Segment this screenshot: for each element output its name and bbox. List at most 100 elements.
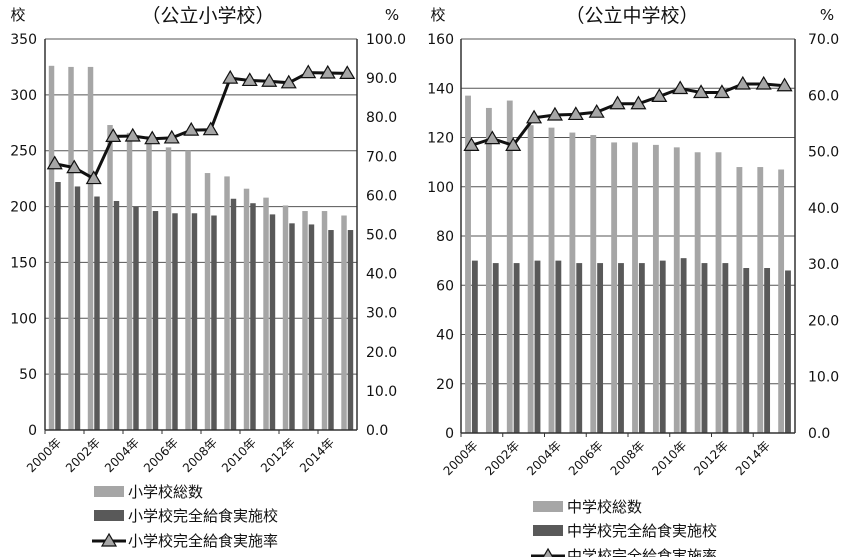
legend-label-total: 小学校総数 <box>128 483 203 501</box>
implementing-bar <box>269 214 276 430</box>
implementing-bar <box>680 258 687 433</box>
rate-marker <box>144 130 161 145</box>
rate-marker <box>280 74 297 89</box>
total-bar <box>652 144 659 433</box>
total-bar <box>87 66 94 430</box>
y2-tick-label: 40.0 <box>808 201 839 217</box>
implementing-bar <box>492 263 499 433</box>
rate-marker <box>66 159 83 174</box>
y2-tick-label: 50.0 <box>366 228 397 244</box>
total-bar <box>263 197 269 430</box>
total-bar <box>126 132 133 430</box>
y2-tick-label: 0.0 <box>808 426 830 442</box>
rate-marker <box>546 106 563 121</box>
total-bar <box>527 125 534 433</box>
total-bar <box>506 100 513 433</box>
legend-label-rate: 小学校完全給食実施率 <box>128 532 278 550</box>
implementing-bar <box>308 224 315 430</box>
y2-tick-label: 60.0 <box>366 188 397 204</box>
y2-tick-label: 40.0 <box>366 267 397 283</box>
legend-swatch-rate-marker <box>100 532 118 547</box>
total-bar <box>165 147 172 430</box>
implementing-bar <box>534 260 541 433</box>
junior-high-school-chart: （公立中学校） 校 % 0 20 40 60 80 100 120 140 160 0.0 10.0 20.… <box>427 5 839 557</box>
x-tick-label: 2008年 <box>180 435 220 475</box>
y-tick-label: 120 <box>427 131 454 147</box>
total-bar <box>715 152 722 433</box>
legend-label-rate: 中学校完全給食実施率 <box>567 547 717 557</box>
rate-marker <box>241 72 258 87</box>
legend-swatch-total <box>533 501 563 512</box>
x-tick-label: 2014年 <box>297 435 337 475</box>
y2-tick-label: 20.0 <box>808 313 839 329</box>
implementing-bar <box>555 260 562 433</box>
y-tick-label: 250 <box>10 144 37 160</box>
x-tick-label: 2008年 <box>608 438 648 478</box>
y2-tick-label: 10.0 <box>808 370 839 386</box>
y-tick-label: 50 <box>19 367 37 383</box>
implementing-bar <box>172 213 178 430</box>
implementing-bar <box>618 263 624 433</box>
total-bar <box>341 215 347 430</box>
rate-marker <box>505 137 522 151</box>
rate-marker <box>651 88 668 103</box>
implementing-bar <box>764 268 771 433</box>
implementing-bar <box>211 215 217 430</box>
implementing-bar <box>513 263 520 433</box>
y-tick-label: 20 <box>436 377 454 393</box>
chart-title: （公立中学校） <box>565 5 698 27</box>
y2-tick-label: 60.0 <box>808 88 839 104</box>
legend-label-implementing: 中学校完全給食実施校 <box>567 522 717 540</box>
total-bar <box>282 205 289 430</box>
total-bar <box>321 211 328 430</box>
rate-marker <box>630 95 647 110</box>
y2-tick-label: 100.0 <box>366 32 406 48</box>
total-bar <box>224 176 230 430</box>
y-tick-label: 40 <box>436 328 454 344</box>
rate-marker <box>222 69 239 84</box>
rate-marker <box>588 103 605 118</box>
x-tick-label: 2012年 <box>691 438 731 478</box>
y-tick-label: 80 <box>436 229 454 245</box>
y-tick-label: 100 <box>10 311 37 327</box>
implementing-bar <box>597 263 604 433</box>
x-tick-label: 2000年 <box>24 435 64 475</box>
right-axis-unit: % <box>385 6 399 24</box>
implementing-bar <box>471 260 478 433</box>
rate-marker <box>463 137 480 151</box>
y-tick-label: 60 <box>436 278 454 294</box>
y2-tick-label: 30.0 <box>366 306 397 322</box>
legend-swatch-implementing <box>533 525 563 536</box>
rate-marker <box>755 75 772 90</box>
total-bar <box>204 173 211 431</box>
x-tick-label: 2004年 <box>524 438 564 478</box>
implementing-bar <box>230 198 237 430</box>
rate-marker <box>339 65 356 80</box>
rate-marker <box>261 73 278 87</box>
legend-label-total: 中学校総数 <box>567 498 642 516</box>
implementing-bar <box>289 223 295 430</box>
x-tick-label: 2010年 <box>649 438 689 478</box>
legend-label-implementing: 小学校完全給食実施校 <box>128 507 278 525</box>
elementary-school-chart: （公立小学校） 校 % 0 50 100 150 200 250 300 350 0.0 10.0 20.… <box>10 5 406 550</box>
rate-marker <box>484 130 501 145</box>
rate-marker <box>609 95 626 110</box>
chart-title: （公立小学校） <box>141 5 274 27</box>
total-bar <box>485 107 492 433</box>
rate-marker <box>46 155 63 170</box>
y2-tick-label: 0.0 <box>366 423 388 439</box>
implementing-bar <box>659 260 666 433</box>
legend-swatch-total <box>94 486 124 497</box>
total-bar <box>736 167 743 434</box>
implementing-bar <box>638 263 645 433</box>
implementing-bar <box>152 211 159 430</box>
x-tick-label: 2000年 <box>441 438 481 478</box>
implementing-bar <box>722 263 729 433</box>
implementing-bar <box>785 270 791 433</box>
y-tick-label: 200 <box>10 200 37 216</box>
total-bar <box>146 136 152 431</box>
total-bar <box>48 65 55 430</box>
y2-tick-label: 80.0 <box>366 110 397 126</box>
implementing-bar <box>133 206 139 430</box>
rate-marker <box>85 170 102 185</box>
